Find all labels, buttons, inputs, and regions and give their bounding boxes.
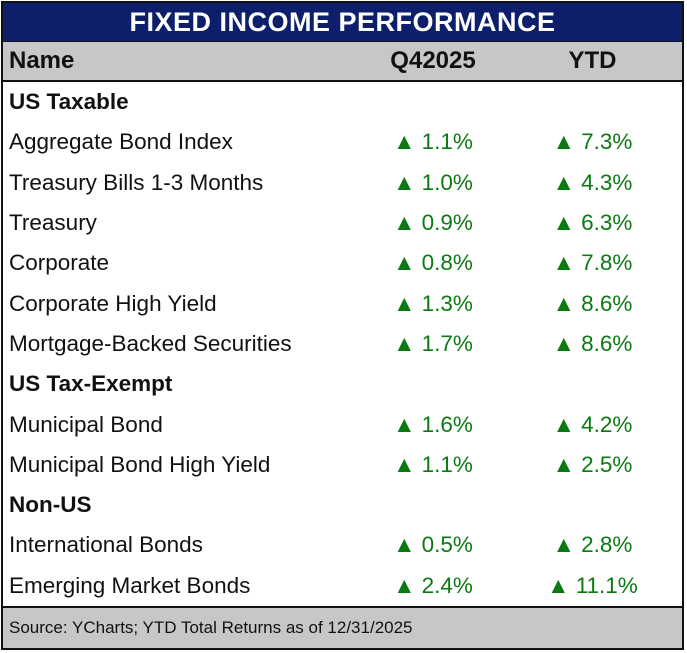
ytd-return-value: 8.6% xyxy=(581,330,633,356)
period-return-cell: ▲ 0.8% xyxy=(363,250,503,276)
table-row: Mortgage-Backed Securities ▲ 1.7% ▲ 8.6% xyxy=(3,324,682,364)
triangle-up-icon: ▲ xyxy=(393,330,422,356)
triangle-up-icon: ▲ xyxy=(393,572,422,598)
triangle-up-icon: ▲ xyxy=(393,250,422,276)
table-title: FIXED INCOME PERFORMANCE xyxy=(3,3,682,42)
ytd-return-cell: ▲ 4.3% xyxy=(503,170,682,196)
section-label: US Tax-Exempt xyxy=(9,371,173,397)
ytd-return-cell: ▲ 2.8% xyxy=(503,532,682,558)
ytd-return-cell: ▲ 7.3% xyxy=(503,129,682,155)
section-header-row: US Taxable xyxy=(3,82,682,122)
column-header-period: Q42025 xyxy=(390,47,476,74)
triangle-up-icon: ▲ xyxy=(393,210,422,236)
row-name: Corporate High Yield xyxy=(9,290,217,316)
row-name: Municipal Bond xyxy=(9,411,163,437)
period-return-cell: ▲ 1.1% xyxy=(363,452,503,478)
row-name: International Bonds xyxy=(9,532,203,558)
ytd-return-cell: ▲ 11.1% xyxy=(503,573,682,599)
table-row: Municipal Bond ▲ 1.6% ▲ 4.2% xyxy=(3,404,682,444)
period-return-value: 1.1% xyxy=(421,129,473,155)
triangle-up-icon: ▲ xyxy=(552,169,582,195)
section-label: Non-US xyxy=(9,492,92,518)
period-return-cell: ▲ 0.9% xyxy=(363,210,503,236)
row-name: Emerging Market Bonds xyxy=(9,572,251,598)
period-return-cell: ▲ 1.0% xyxy=(363,170,503,196)
triangle-up-icon: ▲ xyxy=(552,451,582,477)
row-name: Corporate xyxy=(9,250,110,276)
ytd-return-cell: ▲ 6.3% xyxy=(503,210,682,236)
section-header-row: Non-US xyxy=(3,485,682,525)
triangle-up-icon: ▲ xyxy=(552,411,582,437)
section-label: US Taxable xyxy=(9,89,129,115)
period-return-value: 0.5% xyxy=(421,532,473,558)
period-return-value: 2.4% xyxy=(421,572,473,598)
row-name: Municipal Bond High Yield xyxy=(9,451,271,477)
row-name: Aggregate Bond Index xyxy=(9,129,233,155)
triangle-up-icon: ▲ xyxy=(393,532,422,558)
period-return-value: 1.6% xyxy=(421,411,473,437)
column-header-ytd: YTD xyxy=(568,47,617,74)
triangle-up-icon: ▲ xyxy=(393,451,422,477)
table-row: Treasury ▲ 0.9% ▲ 6.3% xyxy=(3,203,682,243)
table-row: International Bonds ▲ 0.5% ▲ 2.8% xyxy=(3,525,682,565)
table-row: Corporate ▲ 0.8% ▲ 7.8% xyxy=(3,243,682,283)
table-row: Corporate High Yield ▲ 1.3% ▲ 8.6% xyxy=(3,283,682,323)
triangle-up-icon: ▲ xyxy=(393,411,422,437)
column-header-name: Name xyxy=(9,47,75,74)
period-return-cell: ▲ 1.7% xyxy=(363,331,503,357)
period-return-value: 1.3% xyxy=(421,290,473,316)
ytd-return-value: 2.5% xyxy=(581,451,633,477)
row-name: Treasury Bills 1-3 Months xyxy=(9,169,264,195)
section-header-row: US Tax-Exempt xyxy=(3,364,682,404)
ytd-return-value: 4.3% xyxy=(581,169,633,195)
ytd-return-cell: ▲ 8.6% xyxy=(503,331,682,357)
ytd-return-value: 7.3% xyxy=(581,129,633,155)
triangle-up-icon: ▲ xyxy=(393,290,422,316)
ytd-return-cell: ▲ 4.2% xyxy=(503,412,682,438)
period-return-value: 0.9% xyxy=(421,210,473,236)
source-footnote: Source: YCharts; YTD Total Returns as of… xyxy=(3,606,682,648)
table-body: US Taxable Aggregate Bond Index ▲ 1.1% ▲ 7.… xyxy=(3,82,682,606)
triangle-up-icon: ▲ xyxy=(552,532,582,558)
table-row: Emerging Market Bonds ▲ 2.4% ▲ 11.1% xyxy=(3,566,682,606)
ytd-return-value: 6.3% xyxy=(581,210,633,236)
period-return-value: 1.7% xyxy=(421,330,473,356)
ytd-return-value: 4.2% xyxy=(581,411,633,437)
table-row: Aggregate Bond Index ▲ 1.1% ▲ 7.3% xyxy=(3,122,682,162)
period-return-cell: ▲ 1.6% xyxy=(363,412,503,438)
period-return-cell: ▲ 1.1% xyxy=(363,129,503,155)
triangle-up-icon: ▲ xyxy=(552,129,582,155)
triangle-up-icon: ▲ xyxy=(552,250,582,276)
column-header-row: Name Q42025 YTD xyxy=(3,42,682,82)
triangle-up-icon: ▲ xyxy=(552,290,582,316)
triangle-up-icon: ▲ xyxy=(552,210,582,236)
period-return-value: 1.1% xyxy=(421,451,473,477)
ytd-return-value: 8.6% xyxy=(581,290,633,316)
row-name: Treasury xyxy=(9,210,97,236)
triangle-up-icon: ▲ xyxy=(552,330,582,356)
triangle-up-icon: ▲ xyxy=(393,129,422,155)
triangle-up-icon: ▲ xyxy=(393,169,422,195)
period-return-value: 1.0% xyxy=(421,169,473,195)
period-return-cell: ▲ 2.4% xyxy=(363,573,503,599)
ytd-return-value: 11.1% xyxy=(575,572,638,598)
table-row: Municipal Bond High Yield ▲ 1.1% ▲ 2.5% xyxy=(3,445,682,485)
ytd-return-value: 7.8% xyxy=(581,250,633,276)
table-row: Treasury Bills 1-3 Months ▲ 1.0% ▲ 4.3% xyxy=(3,163,682,203)
period-return-cell: ▲ 1.3% xyxy=(363,291,503,317)
ytd-return-cell: ▲ 8.6% xyxy=(503,291,682,317)
row-name: Mortgage-Backed Securities xyxy=(9,330,292,356)
triangle-up-icon: ▲ xyxy=(547,572,576,598)
ytd-return-value: 2.8% xyxy=(581,532,633,558)
ytd-return-cell: ▲ 2.5% xyxy=(503,452,682,478)
ytd-return-cell: ▲ 7.8% xyxy=(503,250,682,276)
period-return-cell: ▲ 0.5% xyxy=(363,532,503,558)
period-return-value: 0.8% xyxy=(421,250,473,276)
